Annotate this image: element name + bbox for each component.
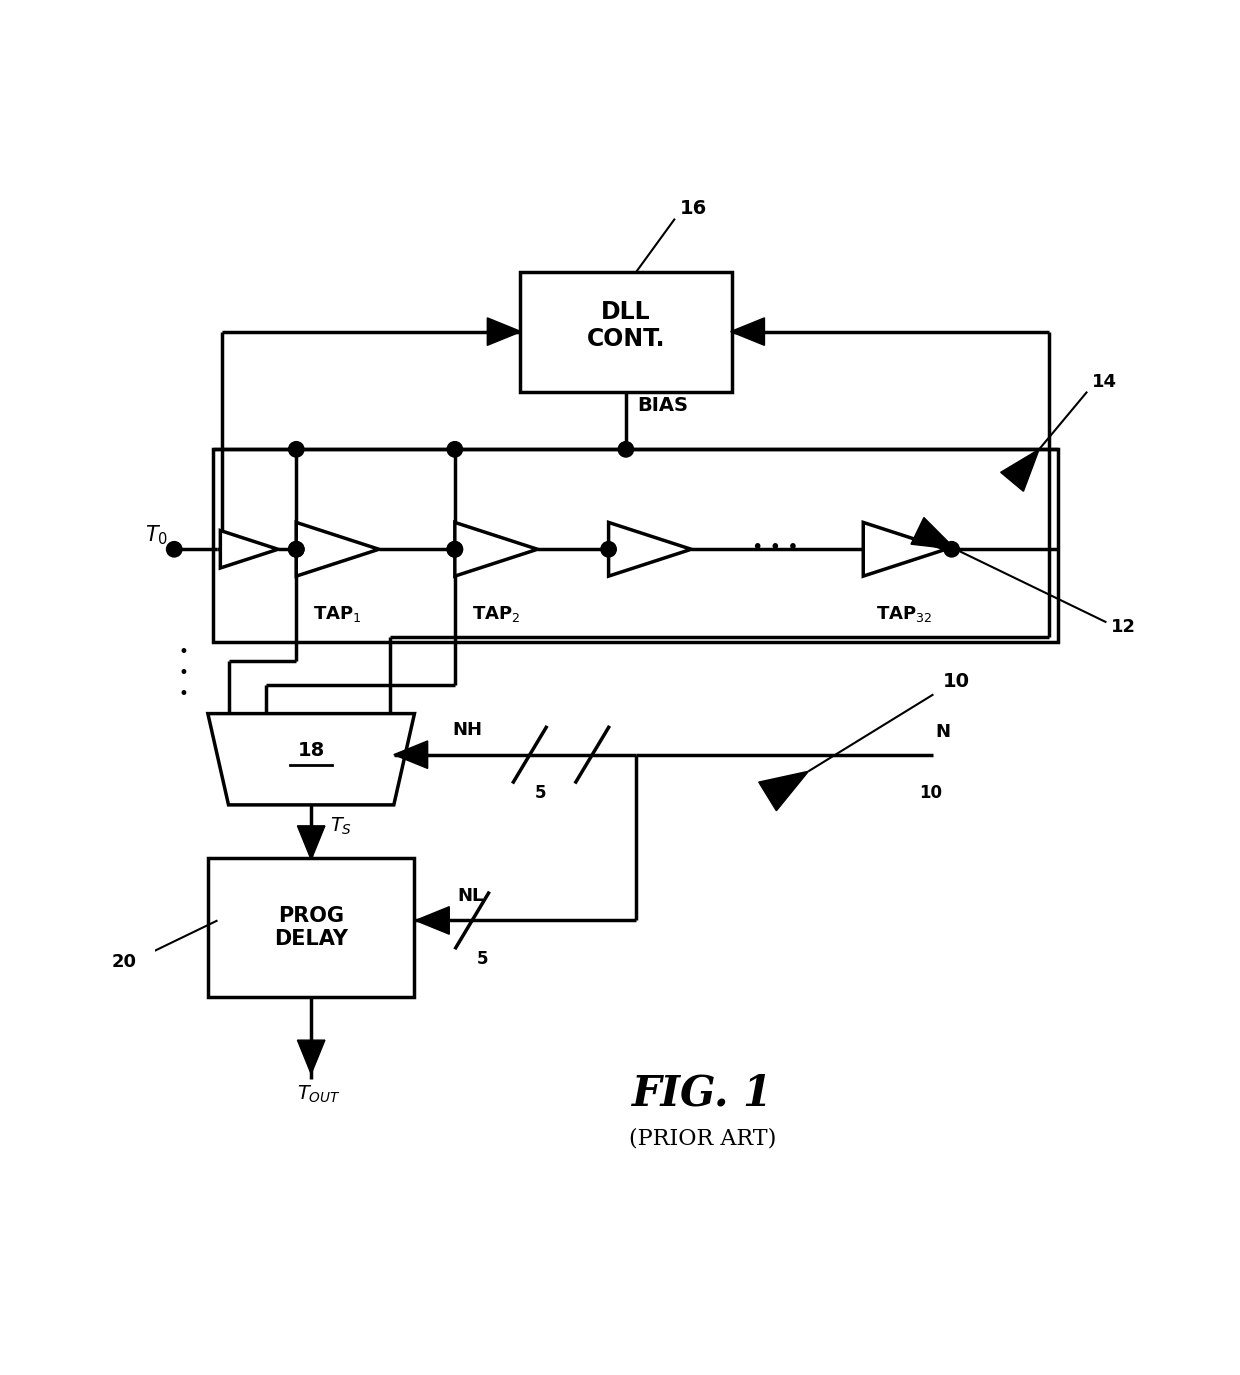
Polygon shape	[609, 522, 691, 576]
Circle shape	[448, 441, 463, 456]
Text: $T_S$: $T_S$	[330, 815, 352, 836]
Circle shape	[944, 542, 960, 557]
Text: $T_0$: $T_0$	[145, 524, 169, 547]
Polygon shape	[759, 771, 808, 811]
Polygon shape	[455, 522, 537, 576]
Circle shape	[448, 542, 463, 557]
Text: 12: 12	[1111, 617, 1136, 635]
Polygon shape	[911, 517, 956, 549]
Text: 5: 5	[477, 950, 489, 968]
Text: •
•
•: • • •	[179, 644, 188, 703]
Circle shape	[601, 542, 616, 557]
Circle shape	[289, 441, 304, 456]
Circle shape	[289, 542, 304, 557]
Text: TAP$_{32}$: TAP$_{32}$	[877, 604, 932, 624]
Circle shape	[166, 542, 182, 557]
Polygon shape	[296, 522, 379, 576]
Text: N: N	[935, 723, 950, 741]
Text: NH: NH	[453, 722, 482, 740]
Circle shape	[289, 542, 304, 557]
Text: 18: 18	[298, 741, 325, 759]
Text: 16: 16	[680, 199, 707, 217]
FancyBboxPatch shape	[213, 450, 1058, 642]
Polygon shape	[863, 522, 946, 576]
Text: (PRIOR ART): (PRIOR ART)	[629, 1128, 776, 1150]
Polygon shape	[298, 826, 325, 859]
Polygon shape	[730, 318, 765, 345]
Text: • • •: • • •	[751, 538, 799, 557]
Circle shape	[448, 542, 463, 557]
Text: TAP$_2$: TAP$_2$	[472, 604, 521, 624]
Polygon shape	[208, 714, 414, 804]
Text: BIAS: BIAS	[637, 396, 688, 415]
Polygon shape	[221, 531, 278, 568]
Text: 20: 20	[112, 953, 136, 971]
Polygon shape	[394, 741, 428, 769]
Circle shape	[619, 441, 634, 456]
Polygon shape	[298, 1040, 325, 1074]
Text: PROG
DELAY: PROG DELAY	[274, 906, 348, 949]
Text: $T_{OUT}$: $T_{OUT}$	[296, 1084, 341, 1106]
Text: 10: 10	[919, 784, 942, 802]
Text: 14: 14	[1092, 373, 1117, 390]
Text: 10: 10	[944, 671, 970, 690]
Text: NL: NL	[458, 887, 484, 905]
Text: DLL
CONT.: DLL CONT.	[587, 300, 665, 352]
Text: TAP$_1$: TAP$_1$	[314, 604, 362, 624]
FancyBboxPatch shape	[521, 271, 732, 392]
Polygon shape	[1001, 450, 1039, 491]
Text: 5: 5	[534, 784, 546, 802]
Text: FIG. 1: FIG. 1	[632, 1072, 774, 1114]
FancyBboxPatch shape	[208, 858, 414, 997]
Polygon shape	[487, 318, 521, 345]
Polygon shape	[415, 906, 449, 934]
